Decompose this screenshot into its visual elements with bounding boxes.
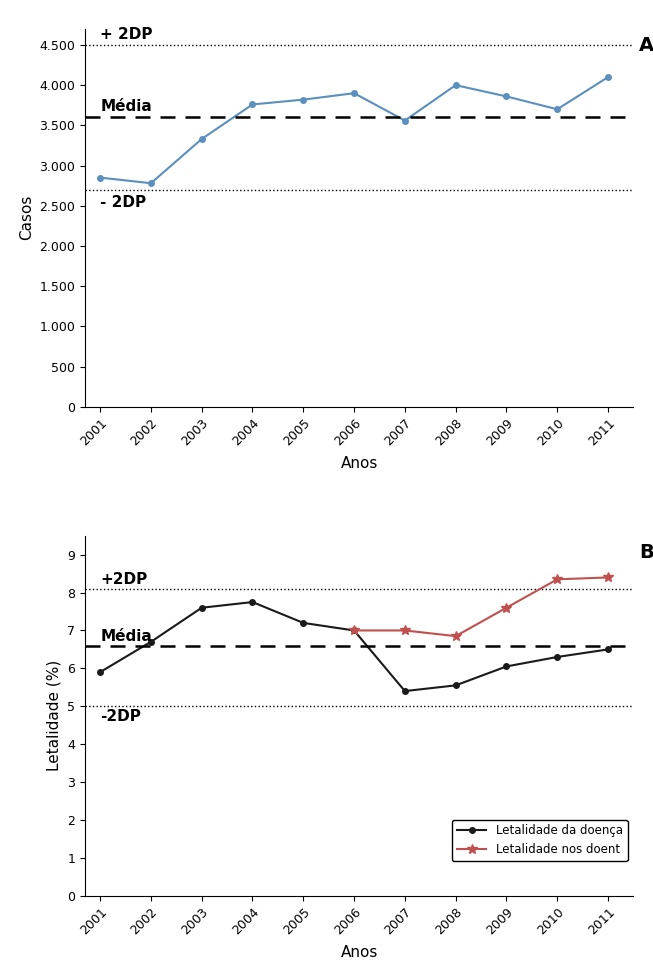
Text: - 2DP: - 2DP [100,195,146,210]
Text: B: B [639,543,653,562]
Letalidade da doença [249,596,257,608]
Letalidade da doença [198,602,206,613]
Text: Média: Média [100,629,152,644]
Letalidade nos doent [401,625,409,637]
Text: Média: Média [100,99,152,114]
Text: +2DP: +2DP [100,572,148,587]
X-axis label: Anos: Anos [340,456,378,472]
Letalidade da doença [299,617,307,629]
Letalidade da doença [147,636,155,647]
X-axis label: Anos: Anos [340,946,378,960]
Letalidade nos doent [604,572,612,584]
Letalidade da doença [503,661,511,672]
Letalidade nos doent [350,625,358,637]
Legend: Letalidade da doença, Letalidade nos doent: Letalidade da doença, Letalidade nos doe… [452,820,628,861]
Text: + 2DP: + 2DP [100,27,153,41]
Letalidade da doença [401,686,409,697]
Text: A: A [639,37,653,56]
Letalidade da doença [604,643,612,655]
Text: -2DP: -2DP [100,709,141,723]
Letalidade da doença [452,680,460,691]
Letalidade nos doent [553,574,561,586]
Letalidade da doença [553,651,561,663]
Letalidade da doença [96,666,104,678]
Letalidade da doença [350,625,358,637]
Line: Letalidade nos doent: Letalidade nos doent [349,573,613,641]
Y-axis label: Letalidade (%): Letalidade (%) [46,660,61,771]
Line: Letalidade da doença: Letalidade da doença [97,599,611,694]
Letalidade nos doent [503,602,511,613]
Letalidade nos doent [452,631,460,642]
Y-axis label: Casos: Casos [19,195,34,241]
